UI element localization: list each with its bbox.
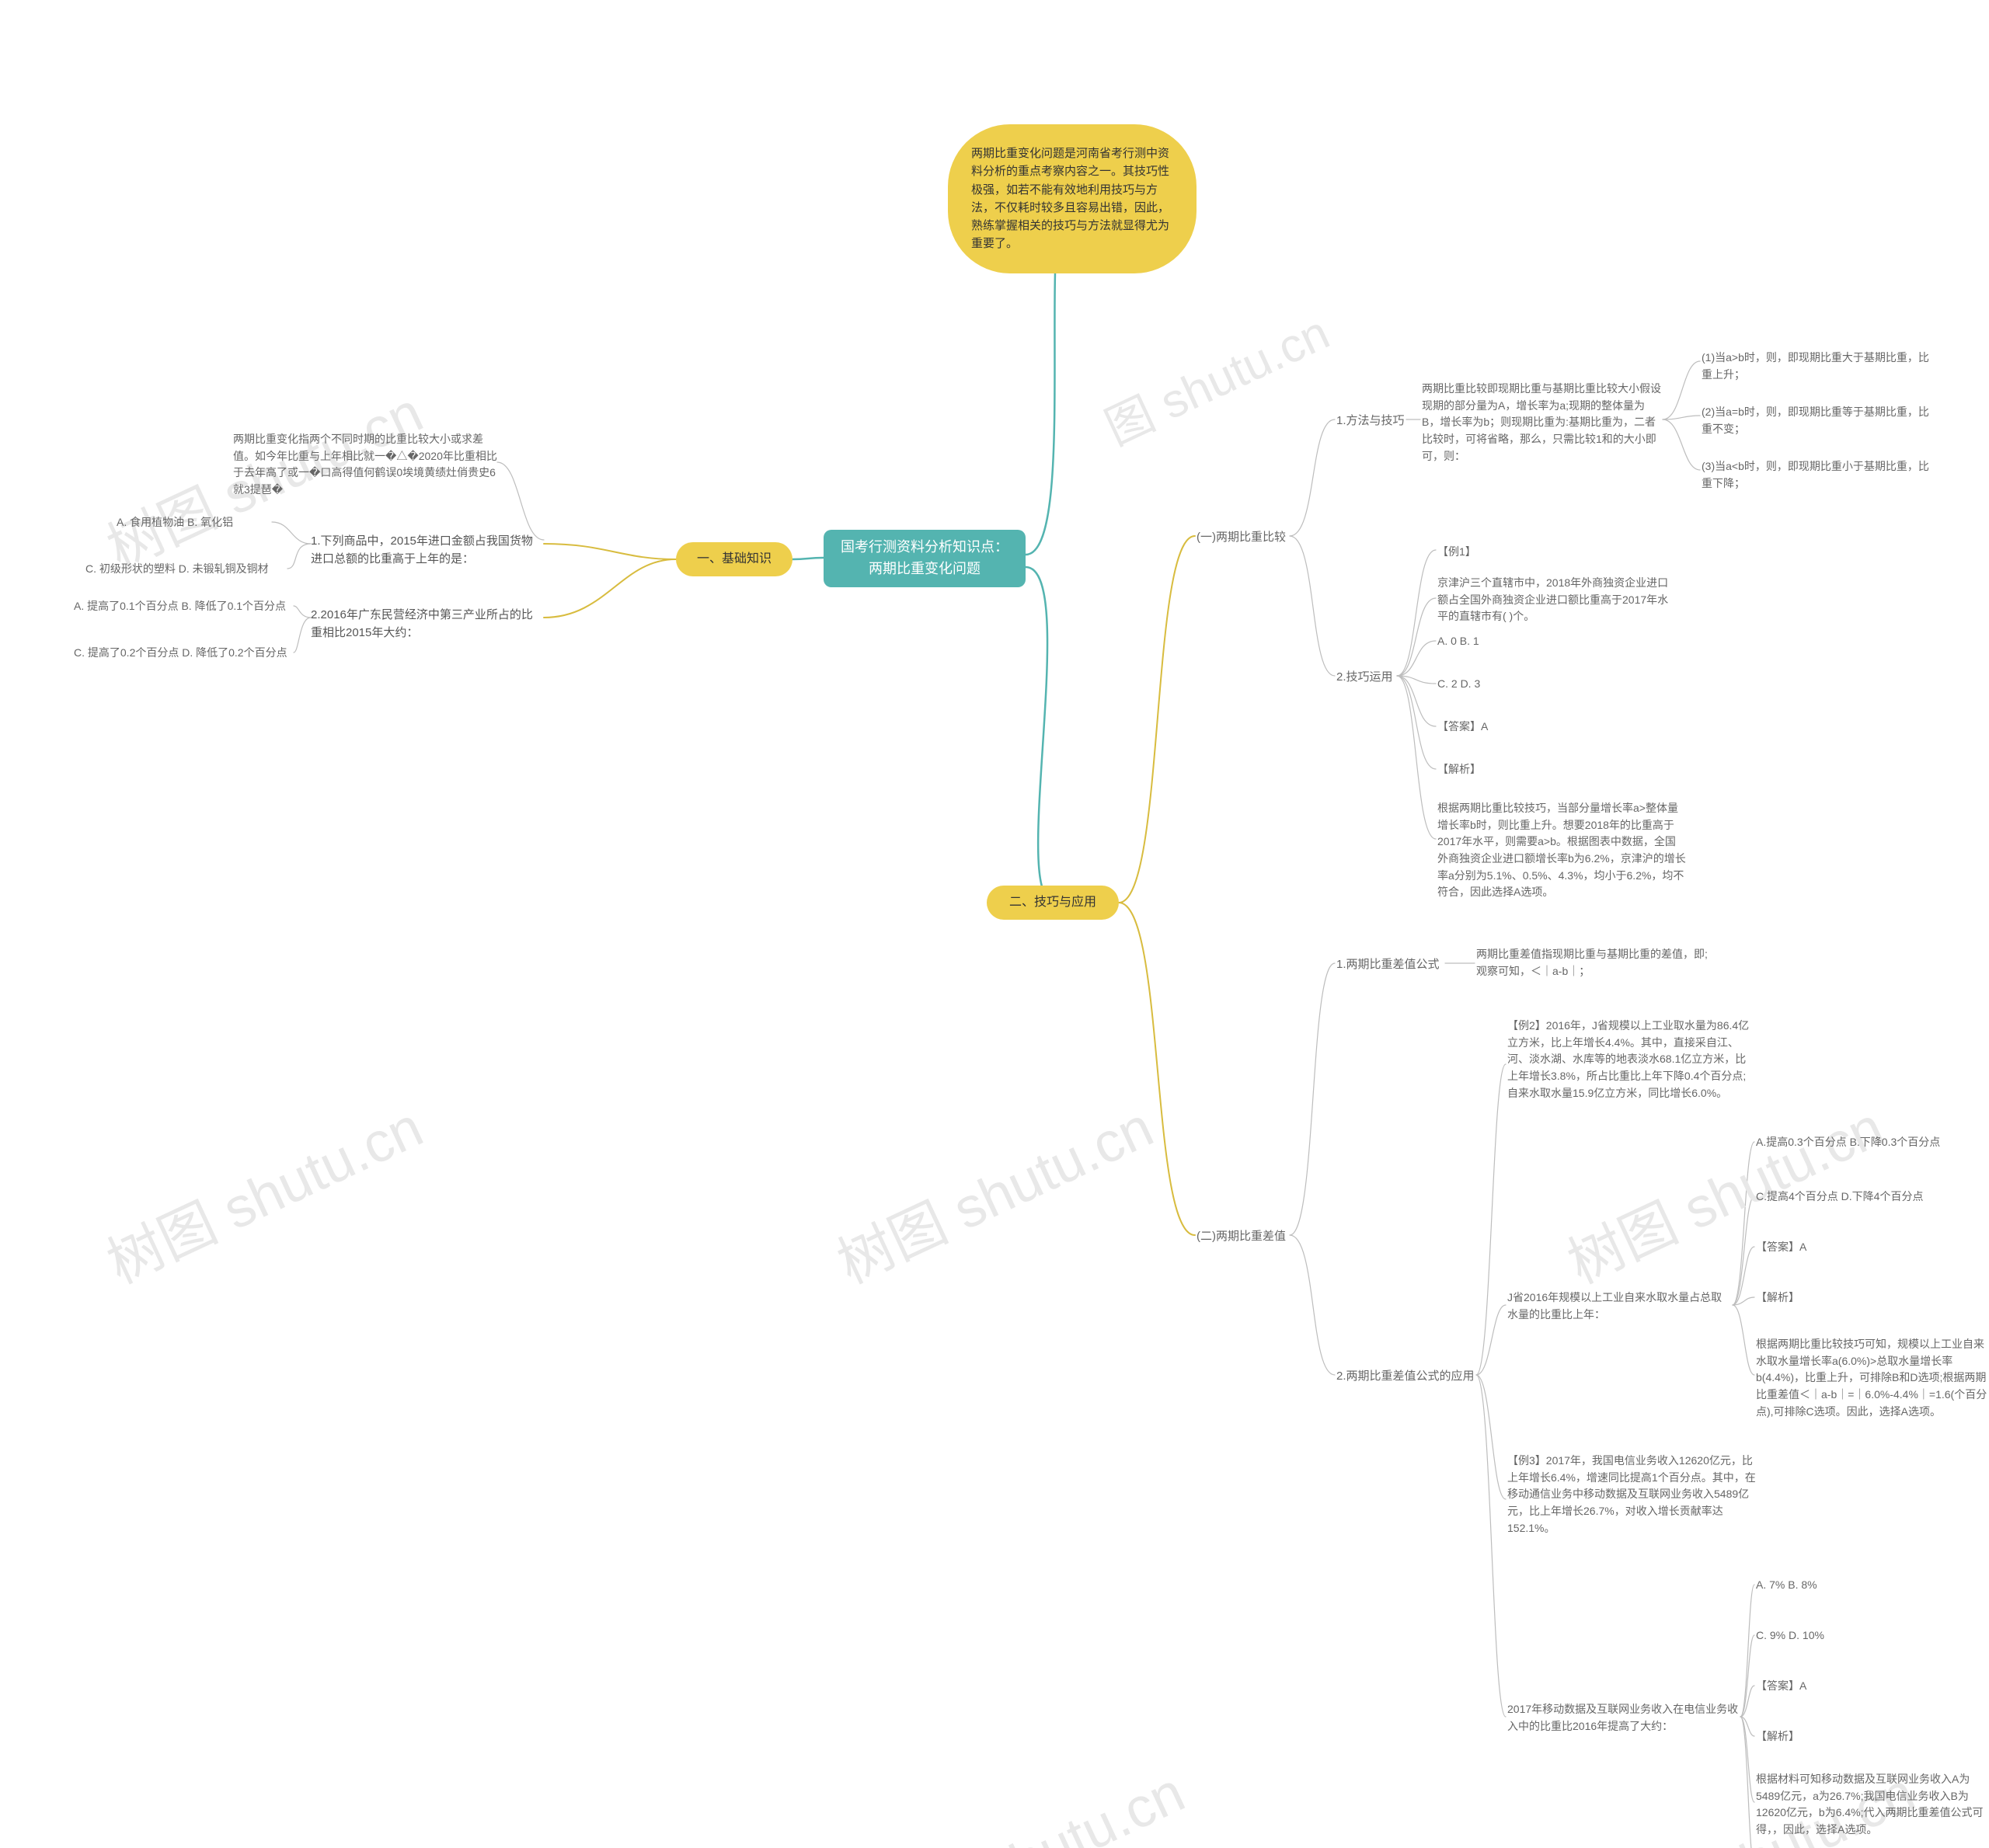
sec2-p1-m2-ext: 京津沪三个直辖市中，2018年外商独资企业进口额占全国外商独资企业进口额比重高于… [1437,575,1678,625]
mindmap-stage: 树图 shutu.cn 图 shutu.cn 树图 shutu.cn 树图 sh… [0,0,1989,1848]
sec2-p1-m1-desc: 两期比重比较即现期比重与基期比重比较大小假设现期的部分量为A，增长率为a;现期的… [1422,381,1663,465]
sec1-q1-optC: C. 初级形状的塑料 D. 未锻轧铜及铜材 [85,561,269,578]
section-1-node[interactable]: 一、基础知识 [676,542,792,576]
sec2-p1-m2-ex: 【例1】 [1437,544,1476,561]
link-layer [0,0,1989,1848]
sec2-p1-m1-r3: (3)当a<b时，则，即现期比重小于基期比重，比重下降； [1702,458,1935,492]
sec2-p1-m2-label: 2.技巧运用 [1336,668,1393,686]
sec2-p2-m2-ans: 【答案】A [1756,1239,1806,1256]
watermark: 图 shutu.cn [1092,294,1339,458]
sec1-q1-optA: A. 食用植物油 B. 氧化铝 [117,514,233,531]
sec2-p2-m2-o3A: A. 7% B. 8% [1756,1577,1817,1594]
sec2-p2-m2-q3: 2017年移动数据及互联网业务收入在电信业务收入中的比重比2016年提高了大约： [1507,1701,1740,1735]
sec2-p1-m2-o1: A. 0 B. 1 [1437,633,1479,650]
sec1-desc: 两期比重变化指两个不同时期的比重比较大小或求差值。如今年比重与上年相比就一�△�… [233,431,497,499]
sec2-p1-m2-jxt: 根据两期比重比较技巧，当部分量增长率a>整体量增长率b时，则比重上升。想要201… [1437,800,1686,901]
watermark: shutu.cn [975,1760,1193,1848]
sec2-p2-m2-ex2: 【例2】2016年，J省规模以上工业取水量为86.4亿立方米，比上年增长4.4%… [1507,1018,1756,1101]
sec2-p1-m1-r1: (1)当a>b时，则，即现期比重大于基期比重，比重上升； [1702,350,1935,383]
sec1-q2-optC: C. 提高了0.2个百分点 D. 降低了0.2个百分点 [74,645,287,662]
sec2-p1-m2-ans: 【答案】A [1437,719,1488,736]
sec2-p2-m2-oA: A.提高0.3个百分点 B.下降0.3个百分点 [1756,1134,1940,1151]
sec2-p2-m2-jx: 【解析】 [1756,1289,1799,1307]
sec2-p2-m2-o3C: C. 9% D. 10% [1756,1627,1824,1644]
sec2-p2-m1-label: 1.两期比重差值公式 [1336,955,1440,973]
sec2-p2-m2-label: 2.两期比重差值公式的应用 [1336,1367,1475,1385]
sec1-q2-head: 2.2016年广东民营经济中第三产业所占的比重相比2015年大约： [311,606,544,642]
sec2-p1-m2-o2: C. 2 D. 3 [1437,676,1480,693]
sec2-p1-m1-r2: (2)当a=b时，则，即现期比重等于基期比重，比重不变； [1702,404,1935,437]
sec2-p2-m2-jx3: 【解析】 [1756,1728,1799,1745]
sec2-part1-label: (一)两期比重比较 [1197,528,1286,546]
watermark: 树图 shutu.cn [822,1082,1164,1300]
intro-node[interactable]: 两期比重变化问题是河南省考行测中资料分析的重点考察内容之一。其技巧性极强，如若不… [948,124,1197,273]
sec2-p2-m2-jxt: 根据两期比重比较技巧可知，规模以上工业自来水取水量增长率a(6.0%)>总取水量… [1756,1336,1989,1420]
sec1-q1-head: 1.下列商品中，2015年进口金额占我国货物进口总额的比重高于上年的是： [311,532,544,569]
sec2-p2-m2-oC: C.提高4个百分点 D.下降4个百分点 [1756,1188,1923,1206]
sec2-p2-m2-ans3: 【答案】A [1756,1678,1806,1695]
sec2-p1-m2-jx: 【解析】 [1437,761,1481,778]
sec2-p2-m1-desc: 两期比重差值指现期比重与基期比重的差值，即;观察可知，＜｜a-b｜； [1476,946,1709,980]
section-2-node[interactable]: 二、技巧与应用 [987,886,1119,920]
sec2-p1-m1-label: 1.方法与技巧 [1336,412,1405,430]
sec2-p2-m2-jx3t: 根据材料可知移动数据及互联网业务收入A为5489亿元，a为26.7%;我国电信业… [1756,1771,1989,1839]
sec2-p2-m2-q: J省2016年规模以上工业自来水取水量占总取水量的比重比上年： [1507,1289,1733,1323]
root-node[interactable]: 国考行测资料分析知识点：两期比重变化问题 [824,530,1026,587]
sec1-q2-optA: A. 提高了0.1个百分点 B. 降低了0.1个百分点 [74,598,286,615]
sec2-p2-m2-ex3: 【例3】2017年，我国电信业务收入12620亿元，比上年增长6.4%，增速同比… [1507,1453,1756,1537]
sec2-part2-label: (二)两期比重差值 [1197,1227,1286,1245]
watermark: 树图 shutu.cn [92,1082,434,1300]
